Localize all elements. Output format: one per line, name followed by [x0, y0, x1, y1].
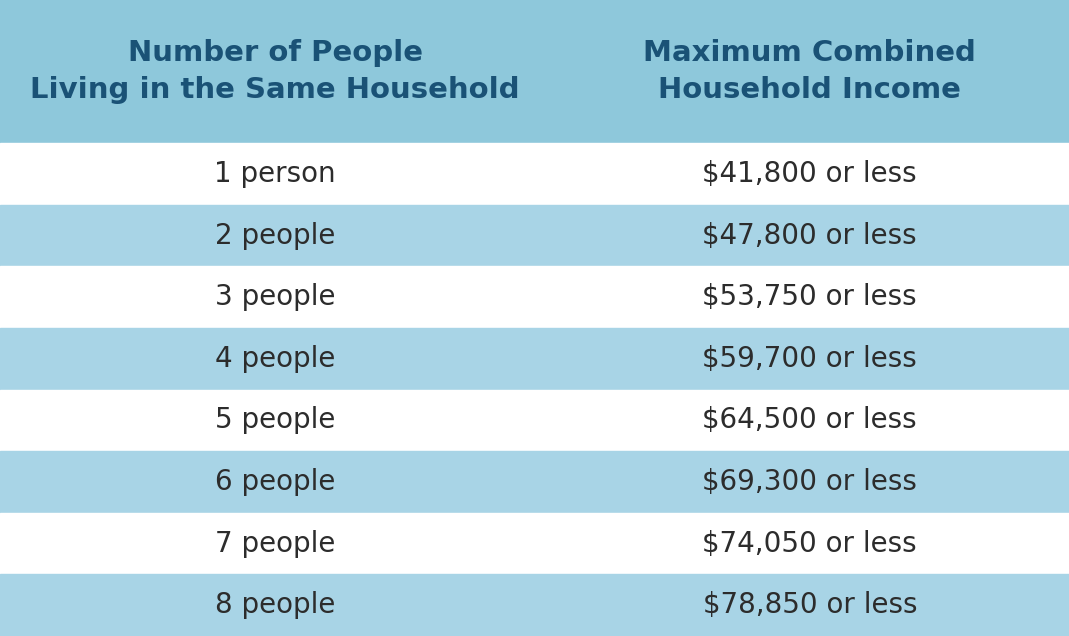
Bar	[0, 266, 1069, 328]
Text: $74,050 or less: $74,050 or less	[702, 530, 917, 558]
Bar	[0, 0, 1069, 143]
Text: $59,700 or less: $59,700 or less	[702, 345, 917, 373]
Text: 8 people: 8 people	[215, 591, 336, 619]
Text: 1 person: 1 person	[215, 160, 336, 188]
Text: $47,800 or less: $47,800 or less	[702, 221, 917, 249]
Text: $53,750 or less: $53,750 or less	[702, 283, 917, 311]
Text: $78,850 or less: $78,850 or less	[702, 591, 917, 619]
Text: 6 people: 6 people	[215, 468, 336, 496]
Text: 7 people: 7 people	[215, 530, 336, 558]
Bar	[0, 205, 1069, 266]
Text: 4 people: 4 people	[215, 345, 336, 373]
Text: Number of People
Living in the Same Household: Number of People Living in the Same Hous…	[30, 39, 521, 104]
Text: $69,300 or less: $69,300 or less	[702, 468, 917, 496]
Text: $41,800 or less: $41,800 or less	[702, 160, 917, 188]
Bar	[0, 389, 1069, 451]
Text: $64,500 or less: $64,500 or less	[702, 406, 917, 434]
Bar	[0, 143, 1069, 205]
Bar	[0, 574, 1069, 636]
Text: Maximum Combined
Household Income: Maximum Combined Household Income	[644, 39, 976, 104]
Bar	[0, 451, 1069, 513]
Bar	[0, 328, 1069, 389]
Text: 2 people: 2 people	[215, 221, 336, 249]
Bar	[0, 513, 1069, 574]
Text: 3 people: 3 people	[215, 283, 336, 311]
Text: 5 people: 5 people	[215, 406, 336, 434]
